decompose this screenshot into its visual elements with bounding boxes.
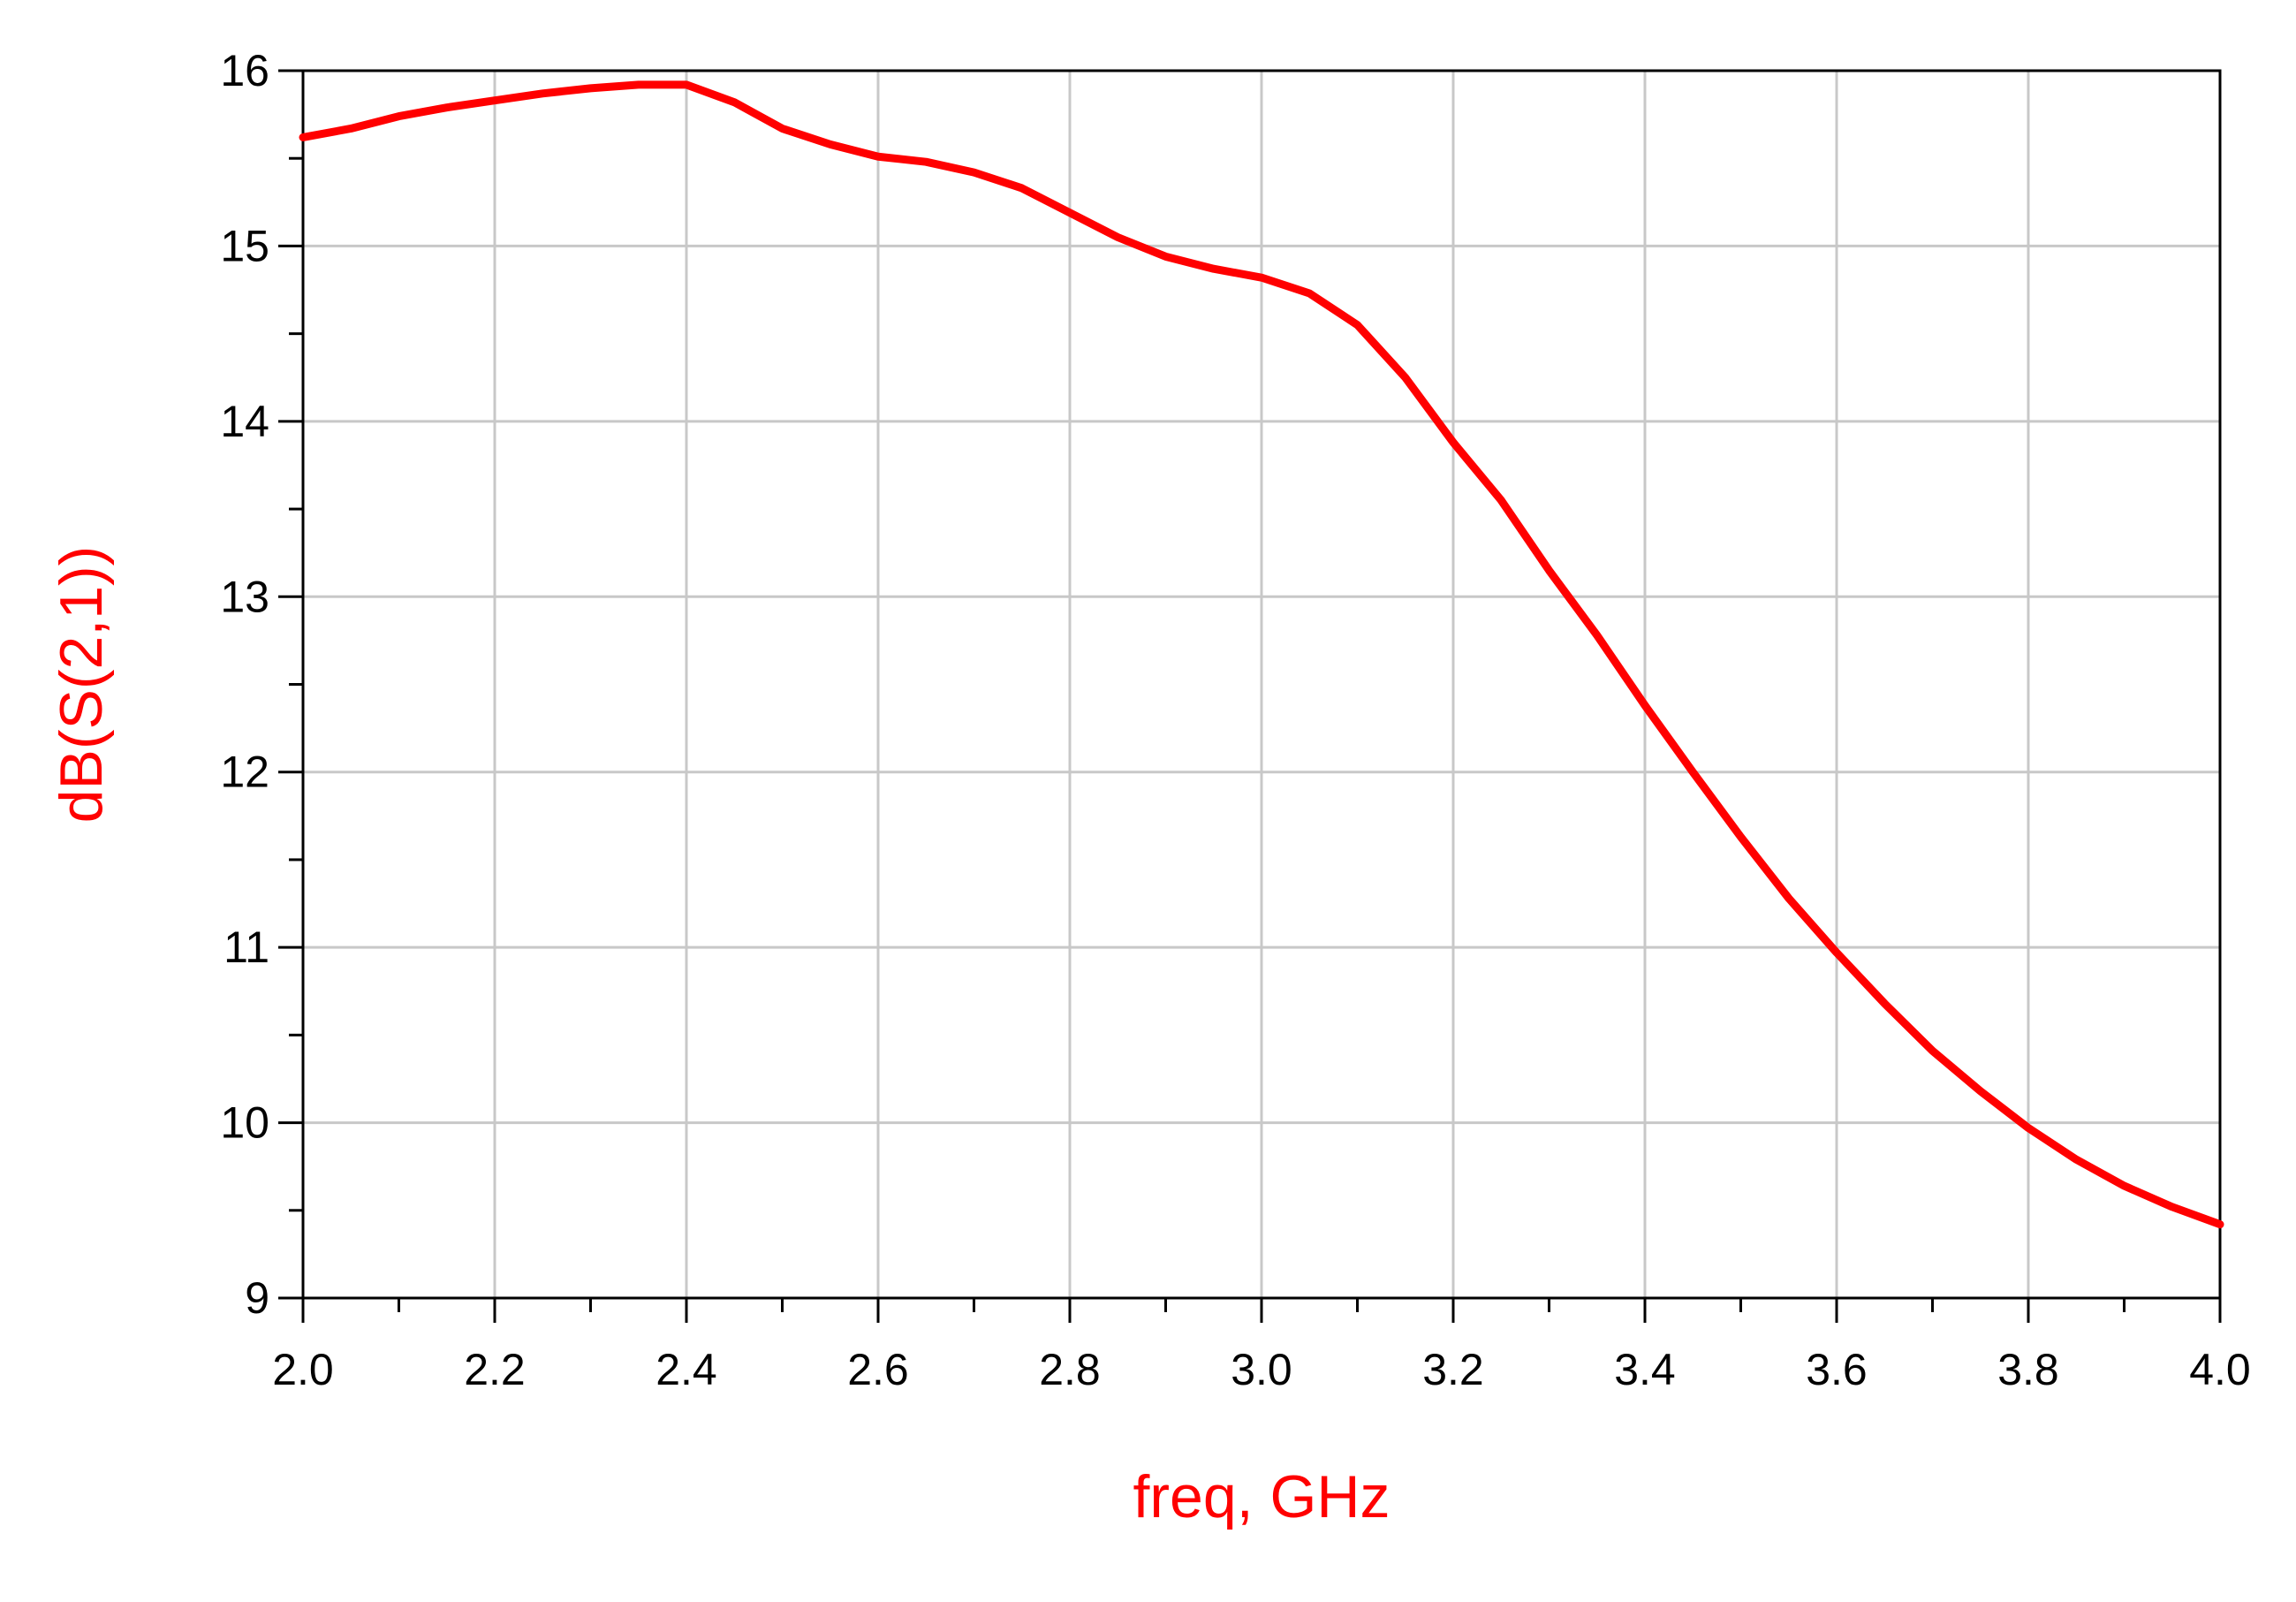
x-tick-label: 2.4 (655, 1345, 717, 1394)
y-tick-label: 9 (245, 1273, 269, 1323)
y-axis-title: dB(S(2,1)) (48, 546, 115, 824)
y-tick-label: 12 (220, 748, 269, 797)
plot-frame (301, 69, 2222, 1300)
y-tick-label: 14 (220, 397, 269, 446)
x-tick-label: 4.0 (2189, 1345, 2251, 1394)
y-tick-label: 16 (220, 46, 269, 95)
x-tick-label: 3.2 (1422, 1345, 1484, 1394)
y-tick-label: 10 (220, 1098, 269, 1148)
x-tick-label: 2.6 (847, 1345, 909, 1394)
x-tick-label: 3.0 (1231, 1345, 1292, 1394)
y-tick-label: 13 (220, 572, 269, 621)
x-tick-label: 2.2 (464, 1345, 526, 1394)
x-tick-label: 3.4 (1614, 1345, 1676, 1394)
x-tick-label: 3.8 (1997, 1345, 2059, 1394)
x-axis-title: freq, GHz (1133, 1463, 1390, 1530)
data-line (299, 80, 2224, 1229)
x-tick-label: 3.6 (1806, 1345, 1868, 1394)
y-tick-label: 11 (224, 922, 269, 972)
x-tick-label: 2.8 (1039, 1345, 1101, 1394)
x-tick-label: 2.0 (272, 1345, 334, 1394)
y-tick-label: 15 (220, 221, 269, 270)
